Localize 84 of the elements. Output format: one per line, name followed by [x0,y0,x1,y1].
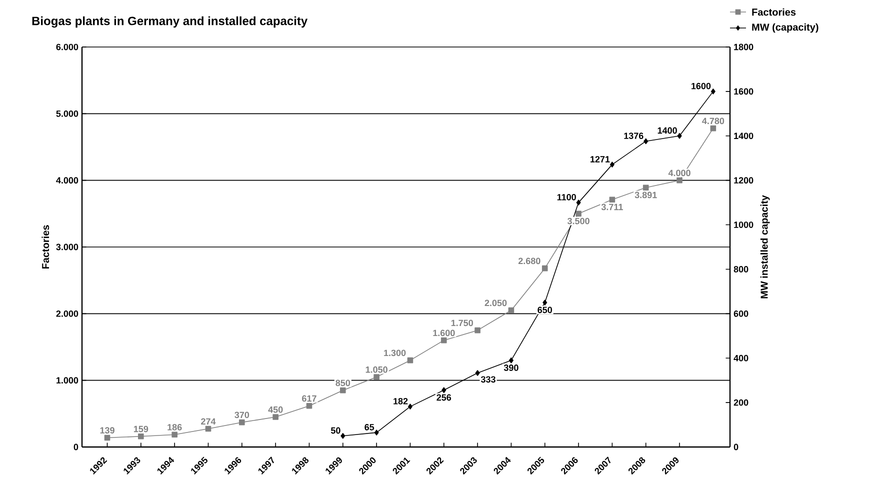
y2-tick-label: 0 [734,444,738,450]
data-label: 1271 [590,156,610,162]
point [610,162,614,168]
data-label: 617 [302,395,316,402]
point [576,200,581,206]
data-label: 2.680 [518,258,540,264]
data-label: 182 [394,398,408,404]
data-label: 3.500 [567,218,590,224]
point [710,88,716,94]
point [442,387,446,394]
point [408,404,412,410]
y2-tick-label: 1800 [734,44,754,50]
y-tick-label: 1.000 [56,377,78,384]
y-tick-label: 2.000 [56,310,78,317]
legend-label: Factories [752,8,796,16]
point [642,184,649,191]
data-label: 1376 [624,132,644,140]
data-label: 1.050 [366,366,388,373]
legend-label: MW (capacity) [752,23,818,33]
y2-tick-label: 1000 [734,222,754,228]
point [576,210,582,217]
point [644,138,648,144]
point [205,426,212,432]
point [508,307,514,314]
point [239,419,245,426]
data-label: 390 [504,364,518,371]
y2-tick-label: 1600 [734,88,754,95]
point [138,434,144,440]
point [609,196,616,202]
y-tick-label: 4.000 [56,177,78,184]
data-label: 186 [168,424,182,430]
data-label: 65 [364,424,374,430]
chart-title: Biogas plants in Germany and installed capacity [32,16,308,28]
data-label: 4.000 [668,170,690,176]
data-label: 159 [134,426,148,432]
point [374,374,380,380]
data-label: 3.891 [634,192,657,198]
data-label: 274 [201,418,216,425]
data-label: 2.050 [484,300,507,306]
y2-tick-label: 800 [734,266,748,272]
data-label: 50 [330,427,340,434]
point [508,357,514,364]
data-label: 256 [436,394,452,401]
point [475,370,480,376]
y2-axis-title: MW installed capacity [760,195,770,298]
y-tick-label: 3.000 [56,244,78,250]
y-axis-title: Factories [42,225,50,269]
data-label: 370 [234,412,250,418]
y2-tick-label: 1400 [734,132,754,140]
data-label: 450 [268,406,283,413]
data-label: 1600 [692,82,711,90]
point [440,337,447,344]
point [374,430,379,436]
data-label: 1400 [658,127,677,134]
y-tick-label: 0 [74,444,78,450]
data-label: 850 [336,380,350,386]
data-label: 1.600 [433,330,455,336]
point [542,300,548,306]
data-label: 333 [480,376,496,383]
point [676,177,682,184]
data-label: 650 [538,306,552,314]
y2-tick-label: 1200 [734,177,754,184]
data-label: 1100 [557,194,576,200]
point [474,327,480,334]
point [272,414,278,420]
point [306,402,312,409]
point [172,432,178,438]
data-label: 1.300 [384,350,406,356]
data-label: 139 [100,427,114,434]
data-label: 3.711 [601,204,623,210]
y-tick-label: 5.000 [56,110,78,117]
point [104,434,110,441]
y-tick-label: 6.000 [56,44,78,50]
point [542,265,548,272]
y2-tick-label: 600 [734,310,748,317]
data-label: 1.750 [451,320,473,326]
point [407,357,414,364]
point [340,432,346,439]
point [710,125,716,132]
y2-tick-label: 400 [734,354,748,362]
y2-tick-label: 200 [734,399,748,406]
data-label: 4.780 [702,118,724,124]
point [340,387,346,394]
point [677,132,682,139]
